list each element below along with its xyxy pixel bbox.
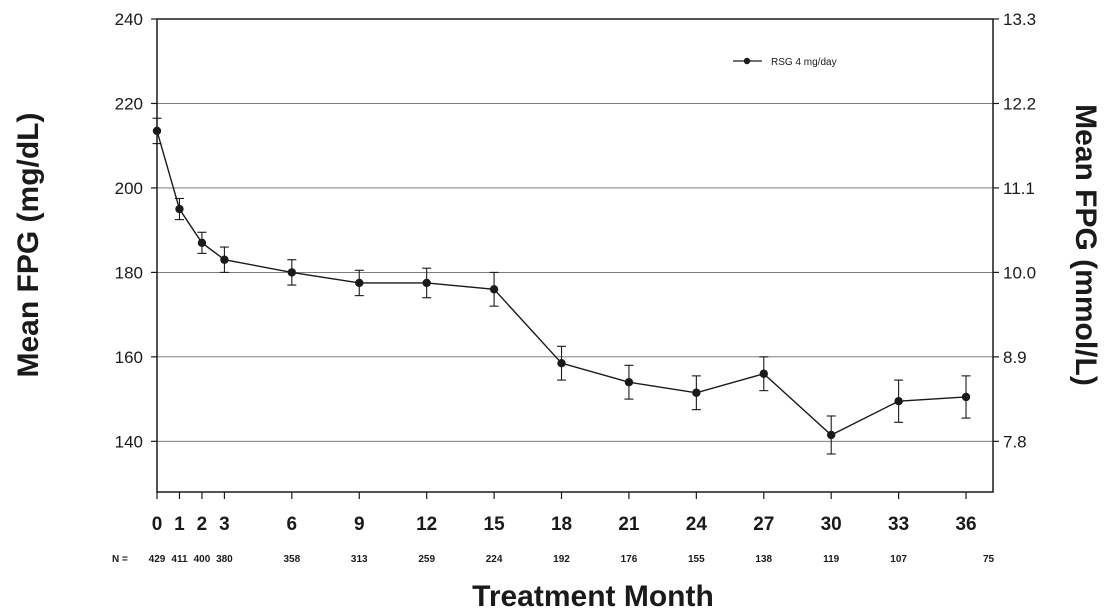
y-tick-label: 140 [115,432,143,451]
y-axis-title-left: Mean FPG (mg/dL) [12,113,45,378]
series-rsg [152,117,971,455]
data-point [422,278,431,288]
y-tick-label: 240 [115,10,143,29]
plot-frame [156,18,994,493]
legend: RSG 4 mg/day [733,57,837,68]
y-tick-label: 160 [115,348,143,367]
n-count-label: 429 [149,554,166,565]
n-count-label: 411 [171,554,188,565]
x-tick-label: 12 [416,514,437,535]
n-count-label: 358 [283,554,300,565]
y-axis-left: 140 160 180 200 220 240 [115,10,157,451]
data-point [894,397,903,406]
data-point [692,388,701,397]
n-count-label: 380 [216,554,233,565]
n-count-label: 155 [688,554,705,565]
x-axis-title: Treatment Month [472,580,714,613]
series-line [156,130,967,436]
y2-tick-label: 7.8 [1003,432,1027,451]
x-tick-label: 6 [287,514,298,535]
data-point [355,278,364,288]
data-point [557,358,566,368]
n-count-label: 224 [486,554,503,565]
x-tick-label: 36 [955,514,976,535]
n-count-label: 400 [194,554,211,565]
x-tick-label: 18 [551,514,572,535]
y2-tick-label: 13.3 [1003,10,1036,29]
n-count-label: 259 [418,554,435,565]
y-axis-title-right: Mean FPG (mmol/L) [1069,104,1102,386]
x-tick-label: 1 [174,514,185,535]
y-tick-label: 200 [115,179,143,198]
legend-marker-swatch [743,57,751,65]
x-tick-label: 9 [354,514,365,535]
data-point [197,238,207,248]
data-point [152,126,162,136]
x-tick-label: 2 [197,514,208,535]
n-count-label: 313 [351,554,368,565]
n-count-label: 138 [755,554,772,565]
x-tick-label: 30 [821,514,842,535]
x-tick-label: 0 [152,514,163,535]
x-tick-label: 24 [686,514,708,535]
y-axis-right: 7.8 8.9 10.0 11.1 12.2 13.3 [993,10,1036,451]
n-count-label: 107 [890,554,907,565]
legend-label: RSG 4 mg/day [771,57,837,68]
data-point [826,430,836,440]
y2-tick-label: 10.0 [1003,263,1036,282]
x-tick-label: 27 [753,514,774,535]
data-point [961,392,971,402]
x-tick-label: 15 [484,514,506,535]
y2-tick-label: 11.1 [1003,179,1035,198]
data-point [287,268,297,277]
grid-lines [157,103,993,442]
y2-tick-label: 8.9 [1003,348,1027,367]
data-point [759,369,768,378]
y2-tick-label: 12.2 [1003,94,1036,113]
data-point [624,377,634,387]
n-counts-label: N = [112,554,128,565]
x-axis: 0 1 2 3 6 9 12 15 18 21 24 27 30 33 36 [152,492,977,535]
x-tick-label: 33 [888,514,909,535]
data-point [489,285,499,294]
y-tick-label: 180 [115,263,143,282]
n-count-label: 119 [823,554,840,565]
y-tick-label: 220 [115,94,143,113]
n-count-label: 176 [621,554,638,565]
n-count-label: 75 [983,554,995,565]
n-counts: N = 429 411 400 380 358 313 259 224 192 176 155 138… [112,554,995,565]
data-point [220,255,229,264]
x-tick-label: 3 [219,514,230,535]
x-tick-label: 21 [618,514,640,535]
n-count-label: 192 [553,554,570,565]
data-point [175,204,184,214]
